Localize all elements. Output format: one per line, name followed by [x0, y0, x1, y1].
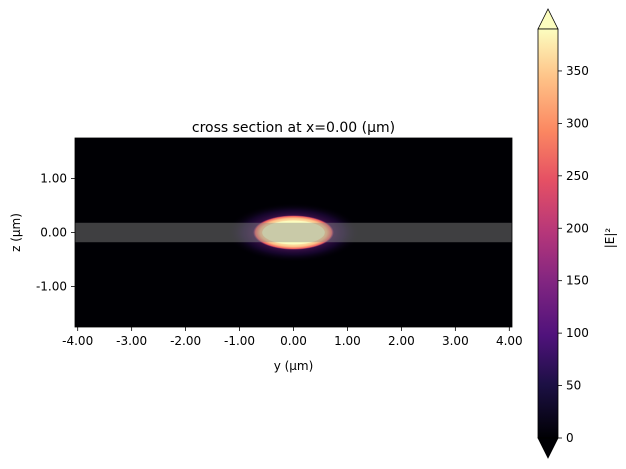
x-tick-label: -1.00 — [224, 334, 255, 348]
x-axis-ticks: -4.00 -3.00 -2.00 -1.00 0.00 1.00 2.00 3.00 4.00 — [62, 327, 523, 348]
y-tick-label: 0.00 — [40, 226, 67, 240]
colorbar-tick-label: 250 — [566, 169, 589, 183]
colorbar-gradient — [537, 28, 559, 439]
plot-area — [75, 138, 512, 327]
colorbar-tick-label: 150 — [566, 274, 589, 288]
colorbar-tick-label: 50 — [566, 379, 581, 393]
colorbar-label: |E|² — [603, 228, 617, 249]
colorbar-tick-label: 0 — [566, 431, 574, 445]
waveguide-overlay — [75, 222, 512, 243]
x-tick-label: 1.00 — [334, 334, 361, 348]
x-tick-label: 4.00 — [496, 334, 523, 348]
x-tick-label: 2.00 — [388, 334, 415, 348]
colorbar: 0 50 100 150 200 250 300 350 |E|² — [537, 8, 617, 459]
colorbar-tick-label: 100 — [566, 326, 589, 340]
x-tick-label: 0.00 — [280, 334, 307, 348]
x-tick-label: -2.00 — [170, 334, 201, 348]
y-tick-label: 1.00 — [40, 172, 67, 186]
x-axis-label: y (μm) — [274, 359, 314, 373]
colorbar-tick-label: 200 — [566, 221, 589, 235]
field-core — [262, 220, 325, 245]
y-axis-label: z (μm) — [9, 213, 23, 252]
colorbar-tick-label: 350 — [566, 64, 589, 78]
chart-title: cross section at x=0.00 (μm) — [192, 120, 395, 136]
x-tick-label: 3.00 — [442, 334, 469, 348]
x-tick-label: -3.00 — [116, 334, 147, 348]
colorbar-extend-bottom — [537, 437, 559, 459]
colorbar-extend-top — [537, 8, 559, 30]
y-tick-label: -1.00 — [36, 280, 67, 294]
colorbar-tick-label: 300 — [566, 116, 589, 130]
y-axis-ticks: 1.00 0.00 -1.00 — [36, 172, 75, 294]
colorbar-ticks: 0 50 100 150 200 250 300 350 — [558, 64, 589, 445]
x-tick-label: -4.00 — [62, 334, 93, 348]
